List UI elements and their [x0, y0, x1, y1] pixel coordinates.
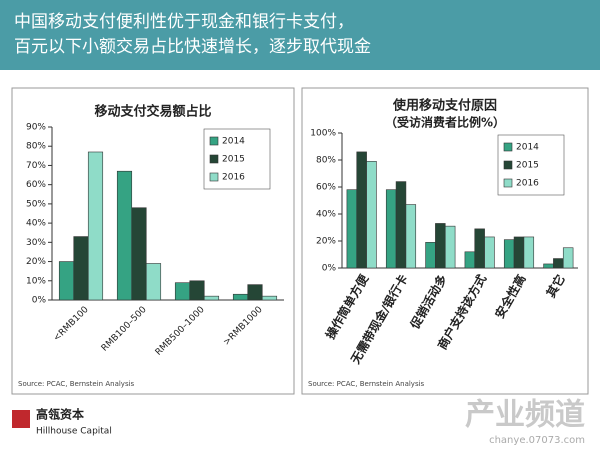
source: Source: PCAC, Bernstein Analysis — [308, 380, 425, 388]
bar — [131, 207, 147, 301]
legend-label: 2014 — [222, 137, 245, 147]
y-tick-label: 50% — [26, 199, 46, 209]
source: Source: PCAC, Bernstein Analysis — [18, 380, 135, 388]
bar — [553, 258, 564, 269]
bar — [366, 161, 377, 269]
legend-label: 2015 — [222, 155, 245, 165]
bar — [73, 236, 89, 301]
chart-title: 移动支付交易额占比 — [94, 104, 211, 120]
bar — [232, 293, 249, 301]
legend-swatch — [503, 142, 513, 152]
brand: 高瓴资本 — [36, 407, 84, 422]
y-tick-label: 70% — [26, 161, 46, 171]
bar — [116, 170, 133, 301]
legend-swatch — [209, 136, 219, 146]
bar — [395, 181, 407, 269]
chart-subtitle: （受访消费者比例%） — [385, 115, 505, 130]
y-tick-label: 10% — [26, 276, 46, 286]
header-band — [0, 0, 600, 70]
bar — [58, 261, 75, 301]
chart-title: 使用移动支付原因 — [392, 98, 497, 114]
bar — [247, 284, 263, 301]
y-tick-label: 0% — [322, 264, 337, 274]
bar — [174, 282, 191, 301]
bar — [405, 204, 417, 269]
legend-swatch — [209, 154, 219, 164]
bar — [474, 228, 485, 269]
watermark-url: chanye.07073.com — [489, 435, 585, 446]
y-tick-label: 40% — [316, 210, 336, 220]
legend-label: 2014 — [516, 143, 539, 153]
bar — [425, 242, 436, 269]
legend-label: 2015 — [516, 161, 539, 171]
y-tick-label: 80% — [26, 142, 46, 152]
bar — [484, 236, 495, 269]
y-tick-label: 60% — [316, 183, 336, 193]
y-tick-label: 30% — [26, 238, 46, 248]
header-line: 百元以下小额交易占比快速增长，逐步取代现金 — [14, 37, 371, 57]
bar — [189, 280, 205, 301]
bar — [87, 151, 104, 301]
bar — [261, 295, 278, 301]
legend-swatch — [209, 172, 219, 182]
bar — [203, 295, 220, 301]
legend-label: 2016 — [516, 179, 539, 189]
watermark-title: 产业频道 — [465, 398, 585, 433]
header-line: 中国移动支付便利性优于现金和银行卡支付， — [14, 12, 354, 32]
y-tick-label: 80% — [316, 156, 336, 166]
legend-swatch — [503, 160, 513, 170]
bar — [543, 263, 554, 269]
bar — [356, 151, 367, 269]
bar — [513, 236, 525, 269]
y-tick-label: 0% — [32, 296, 47, 306]
legend-swatch — [503, 178, 513, 188]
y-tick-label: 20% — [26, 257, 46, 267]
bar — [562, 247, 574, 269]
y-tick-label: 20% — [316, 237, 336, 247]
y-tick-label: 40% — [26, 219, 46, 229]
brand-en: Hillhouse Capital — [36, 427, 112, 437]
bar — [385, 189, 397, 269]
bar — [503, 239, 515, 269]
bar — [346, 189, 358, 269]
bar — [435, 223, 446, 269]
bar — [464, 251, 476, 269]
y-tick-label: 60% — [26, 180, 46, 190]
bar — [523, 236, 535, 269]
logo-mark — [12, 410, 30, 428]
bar — [145, 263, 162, 301]
y-tick-label: 90% — [26, 123, 46, 133]
y-tick-label: 100% — [310, 129, 336, 139]
bar — [444, 225, 456, 269]
legend-label: 2016 — [222, 173, 245, 183]
